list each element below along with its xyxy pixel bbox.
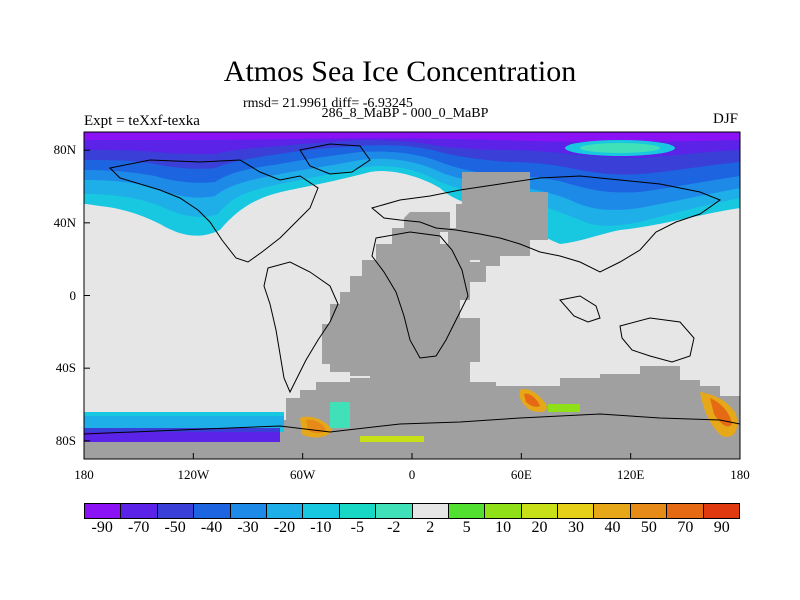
- colorbar-segment: [266, 504, 304, 518]
- colorbar-segment: [558, 504, 595, 518]
- grey-land-south: [84, 366, 740, 459]
- australia-coast: [619, 317, 695, 363]
- lat-tick-label: 40S: [55, 360, 76, 376]
- colorbar-label: -70: [127, 519, 150, 536]
- sh-band-minus20: [84, 416, 284, 428]
- stats-line: rmsd= 21.9961 diff= -6.93245: [243, 96, 413, 111]
- colorbar-segment: [448, 504, 486, 518]
- colorbar-label: -5: [350, 519, 364, 536]
- lon-tick-label: 120E: [616, 467, 645, 482]
- lat-tick-label: 40N: [53, 214, 76, 230]
- colorbar-segment: [121, 504, 158, 518]
- colorbar-label: 20: [531, 519, 548, 536]
- sh-patch-plus70b: [710, 398, 732, 427]
- lon-tick-label: 0: [408, 467, 416, 482]
- chart-title: Atmos Sea Ice Concentration: [223, 55, 577, 88]
- colorbar-label: -20: [273, 519, 296, 536]
- colorbar-label: 5: [462, 519, 471, 536]
- colorbar-label: -10: [310, 519, 332, 536]
- colorbar-segment: [703, 504, 740, 518]
- colorbar-label: -2: [387, 519, 401, 536]
- sh-patch-plus20: [360, 436, 424, 442]
- colorbar-segment: [194, 504, 231, 518]
- chart-subtitle: 286_8_MaBP - 000_0_MaBP: [321, 106, 489, 121]
- maritime-islands-coast: [559, 295, 601, 323]
- grey-land-pangea: [322, 212, 496, 386]
- antarctica-coast: [84, 413, 740, 435]
- lon-tick-label: 60E: [510, 467, 532, 482]
- colorbar-segment: [157, 504, 195, 518]
- sh-band-minus70: [84, 432, 280, 442]
- colorbar-label: 70: [677, 519, 694, 536]
- colorbar-label: -50: [164, 519, 186, 536]
- map-field: [84, 132, 740, 459]
- lon-tick-label: 60W: [290, 467, 316, 482]
- arctic-ice-patch-core: [580, 143, 660, 153]
- coastlines: [84, 143, 740, 435]
- eurasia-coast: [370, 175, 722, 273]
- sh-patch-minus2: [330, 402, 350, 428]
- experiment-label: Expt = teXxf-texka: [84, 113, 200, 129]
- lat-tick-label: 80N: [53, 142, 76, 158]
- north-america-coast: [108, 159, 319, 263]
- nh-band-minus90: [84, 132, 740, 142]
- colorbar-segment: [412, 504, 449, 518]
- greenland-coast: [299, 143, 371, 175]
- africa-coast: [371, 231, 469, 359]
- colorbar-segment: [339, 504, 377, 518]
- colorbar: [84, 503, 740, 519]
- grey-land-north: [448, 172, 548, 266]
- colorbar-label: -90: [91, 519, 113, 536]
- colorbar-label: 30: [568, 519, 584, 536]
- colorbar-label: -30: [237, 519, 259, 536]
- colorbar-label: 40: [604, 519, 621, 536]
- lat-tick-label: 0: [69, 287, 77, 303]
- lon-tick-label: 180: [730, 467, 750, 482]
- colorbar-label: 50: [640, 519, 657, 536]
- lon-tick-label: 180: [74, 467, 94, 482]
- sh-patch-plus70: [524, 393, 540, 407]
- colorbar-segment: [85, 504, 122, 518]
- colorbar-segment: [485, 504, 522, 518]
- lat-tick-label: 80S: [55, 432, 76, 448]
- sh-patch-plus10: [548, 404, 580, 412]
- colorbar-label: 90: [713, 519, 730, 536]
- tick-marks: [83, 149, 741, 459]
- colorbar-segment: [667, 504, 704, 518]
- colorbar-segment: [376, 504, 413, 518]
- colorbar-segment: [521, 504, 559, 518]
- colorbar-segment: [230, 504, 267, 518]
- colorbar-segment: [630, 504, 668, 518]
- south-america-coast: [263, 261, 339, 394]
- colorbar-segment: [594, 504, 631, 518]
- season-label: DJF: [712, 111, 738, 127]
- colorbar-label: -40: [200, 519, 223, 536]
- colorbar-label: 2: [426, 519, 435, 536]
- lon-tick-label: 120W: [177, 467, 210, 482]
- colorbar-label: 10: [495, 519, 512, 536]
- colorbar-segment: [303, 504, 340, 518]
